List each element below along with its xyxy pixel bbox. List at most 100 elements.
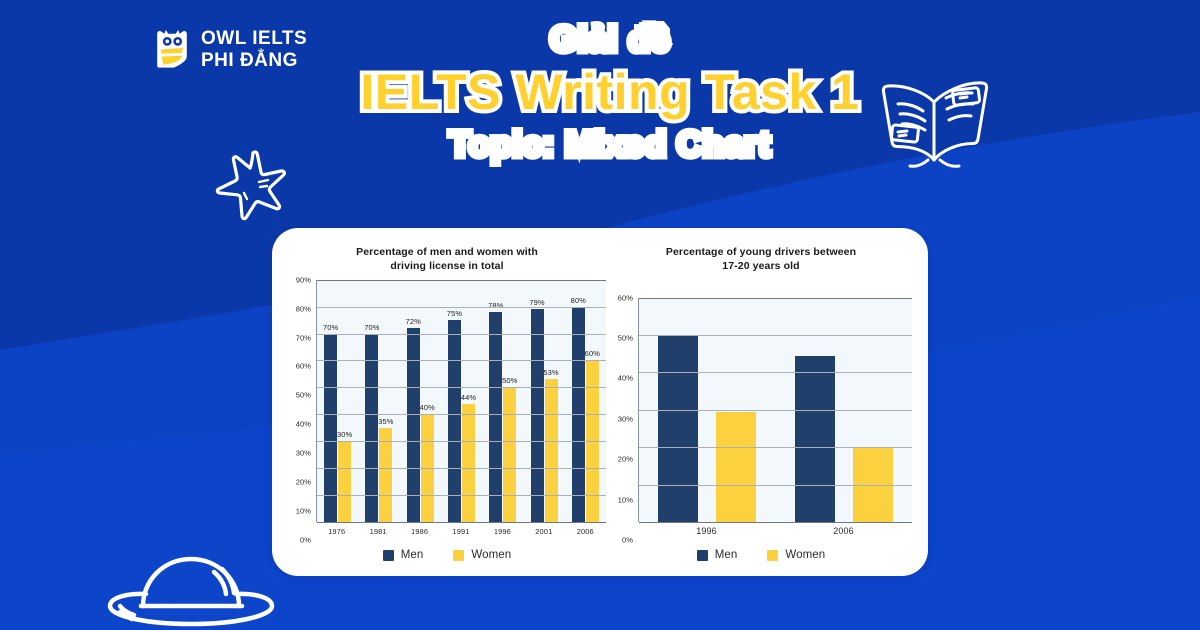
chart-title-left: Percentage of men and women with driving… [356, 246, 538, 272]
legend-label: Women [471, 549, 512, 561]
plot-wrap-right: 0% 10% 20% 30% 40% 50% 60% 1996 2006 [608, 293, 914, 545]
x-tick-label: 1986 [411, 526, 429, 536]
gridline [639, 297, 912, 299]
x-tick-label: 2006 [576, 526, 594, 536]
legend-swatch-women [453, 549, 465, 561]
bar-value-label: 79% [529, 298, 545, 308]
bar-value-label: 78% [488, 301, 504, 311]
bar-men-2006 [794, 355, 835, 522]
bar-group: 72% 40% [400, 280, 441, 522]
brand-name: OWL IELTS PHI ĐẲNG [201, 29, 307, 70]
y-tick-label: 70% [295, 333, 311, 343]
bar-women-1996: 50% [502, 376, 517, 522]
open-book-icon [881, 81, 989, 168]
x-tick-label: 1996 [493, 526, 511, 536]
planet-icon [107, 556, 275, 627]
gridline [317, 333, 606, 335]
y-tick-label: 40% [617, 373, 633, 383]
bar-group: 78% 50% [482, 280, 523, 522]
gridline [317, 279, 606, 281]
y-tick-label: 50% [617, 333, 633, 343]
y-tick-label: 0% [299, 535, 311, 545]
bar-group: 79% 53% [523, 280, 564, 522]
owl-icon [157, 29, 187, 68]
bar-men-1996: 78% [488, 301, 503, 522]
y-tick-label: 80% [295, 304, 311, 314]
chart-card: Percentage of men and women with driving… [272, 228, 928, 576]
chart-panel-young-drivers: Percentage of young drivers between 17-2… [608, 246, 914, 568]
brand-name-line2: PHI ĐẲNG [201, 49, 298, 71]
legend-item-women[interactable]: Women [767, 549, 825, 561]
gridline [639, 372, 912, 374]
bar-group [639, 298, 776, 522]
gridline [639, 484, 912, 486]
gridline [639, 522, 912, 523]
headline-line-1: Giải đề [546, 18, 673, 61]
headline-line-2: IELTS Writing Task 1 [357, 62, 863, 122]
bar-value-label: 60% [584, 349, 600, 359]
bar-group: 70% 35% [358, 280, 399, 522]
y-tick-label: 20% [617, 454, 633, 464]
bar-group: 80% 60% [565, 280, 606, 522]
x-tick-label: 1991 [452, 526, 470, 536]
bar-value-label: 80% [570, 295, 586, 305]
plot-right: 0% 10% 20% 30% 40% 50% 60% 1996 2006 [608, 293, 914, 545]
y-tick-label: 30% [617, 414, 633, 424]
x-axis-right: 1996 2006 [638, 522, 912, 540]
gridline [317, 306, 606, 308]
charts-row: Percentage of men and women with driving… [272, 228, 928, 576]
bar-value-label: 30% [336, 430, 353, 440]
gridline [639, 409, 912, 411]
bar-men-1991: 75% [447, 309, 462, 522]
legend-item-men[interactable]: Men [696, 549, 738, 561]
brand-name-line1: OWL IELTS [201, 27, 308, 49]
plot-area-left: 70% 30% 70% 35% 72% 40% 75% 44% 78% 50% 79% 53% 80% 6… [316, 279, 606, 523]
y-axis-left: 0% 10% 20% 30% 40% 50% 60% 70% 80% 90% [286, 275, 314, 544]
gridline [317, 441, 606, 443]
y-tick-label: 10% [295, 506, 311, 516]
y-tick-label: 60% [617, 293, 633, 303]
bar-women-1991: 44% [461, 393, 476, 522]
legend-item-women[interactable]: Women [453, 549, 511, 561]
bar-group: 75% 44% [441, 280, 482, 522]
bar-group: 70% 30% [317, 280, 358, 522]
gridline [317, 468, 606, 470]
gridline [317, 414, 606, 416]
legend-right: Men Women [608, 542, 914, 568]
bar-women-1976: 30% [337, 430, 352, 522]
y-tick-label: 30% [295, 448, 311, 458]
x-tick-label: 2006 [833, 526, 854, 536]
legend-swatch-women [767, 549, 779, 561]
brand-logo: OWL IELTS PHI ĐẲNG [152, 28, 307, 70]
gridline [317, 387, 606, 389]
y-tick-label: 20% [295, 477, 311, 487]
chart-panel-driving-license: Percentage of men and women with driving… [286, 246, 608, 568]
y-tick-label: 40% [295, 419, 311, 429]
x-tick-label: 2001 [535, 526, 553, 536]
gridline [317, 495, 606, 497]
legend-item-men[interactable]: Men [382, 549, 424, 561]
bar-men-2001: 79% [529, 298, 545, 522]
plot-left: 0% 10% 20% 30% 40% 50% 60% 70% 80% 90% 70% 30% 70% 3… [286, 275, 608, 545]
legend-swatch-men [382, 549, 394, 561]
bar-value-label: 35% [378, 416, 394, 426]
star-icon [215, 150, 286, 221]
bar-value-label: 75% [446, 309, 463, 319]
gridline [639, 447, 912, 449]
chart-title-right: Percentage of young drivers between 17-2… [665, 246, 857, 272]
bar-value-label: 70% [364, 322, 380, 332]
bar-men-1981: 70% [364, 323, 379, 522]
bar-value-label: 70% [322, 322, 339, 332]
legend-label: Men [400, 549, 424, 561]
y-tick-label: 60% [295, 361, 311, 371]
bar-men-1996 [658, 335, 699, 522]
bar-men-1986: 72% [406, 317, 421, 522]
legend-label: Women [785, 549, 826, 561]
x-axis-left: 1976 1981 1986 1991 1996 2001 2006 [316, 522, 606, 540]
bar-value-label: 44% [460, 392, 477, 402]
bar-value-label: 40% [419, 403, 435, 413]
bar-value-label: 72% [405, 317, 421, 327]
bar-value-label: 53% [543, 368, 559, 378]
x-tick-label: 1976 [328, 526, 346, 536]
poster-headline: Giải đề IELTS Writing Task 1 Topic: Mixe… [330, 18, 890, 167]
